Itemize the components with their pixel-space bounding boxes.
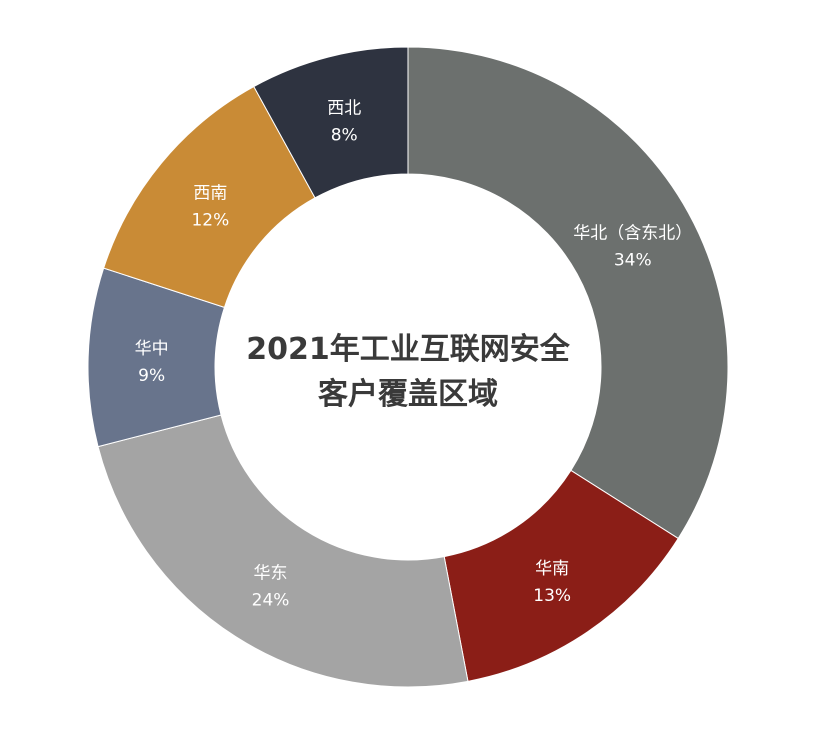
- donut-slices: [87, 46, 729, 688]
- slice-name-label-0: 华北（含东北）: [573, 223, 692, 243]
- slice-name-label-4: 西南: [193, 184, 227, 204]
- slice-percent-label-4: 12%: [191, 211, 229, 231]
- chart-title-line-1: 2021年工业互联网安全: [246, 332, 570, 367]
- slice-name-label-2: 华东: [254, 564, 288, 584]
- slice-percent-label-2: 24%: [252, 591, 290, 611]
- slice-name-label-1: 华南: [535, 559, 569, 579]
- slice-name-label-5: 西北: [327, 99, 361, 119]
- chart-title-line-2: 客户覆盖区域: [318, 377, 498, 412]
- donut-slice-2: [97, 414, 469, 688]
- slice-percent-label-5: 8%: [331, 126, 358, 146]
- chart-title: 2021年工业互联网安全 客户覆盖区域: [246, 332, 570, 412]
- slice-labels: 华北（含东北） 34% 华南 13% 华东 24% 华中 9% 西南 12% 西北 8%: [135, 99, 693, 611]
- slice-percent-label-1: 13%: [533, 586, 571, 606]
- slice-name-label-3: 华中: [135, 339, 169, 359]
- donut-slice-0: [407, 46, 729, 540]
- donut-slice-5: [253, 46, 409, 199]
- slice-percent-label-3: 9%: [138, 366, 165, 386]
- slice-percent-label-0: 34%: [614, 250, 652, 270]
